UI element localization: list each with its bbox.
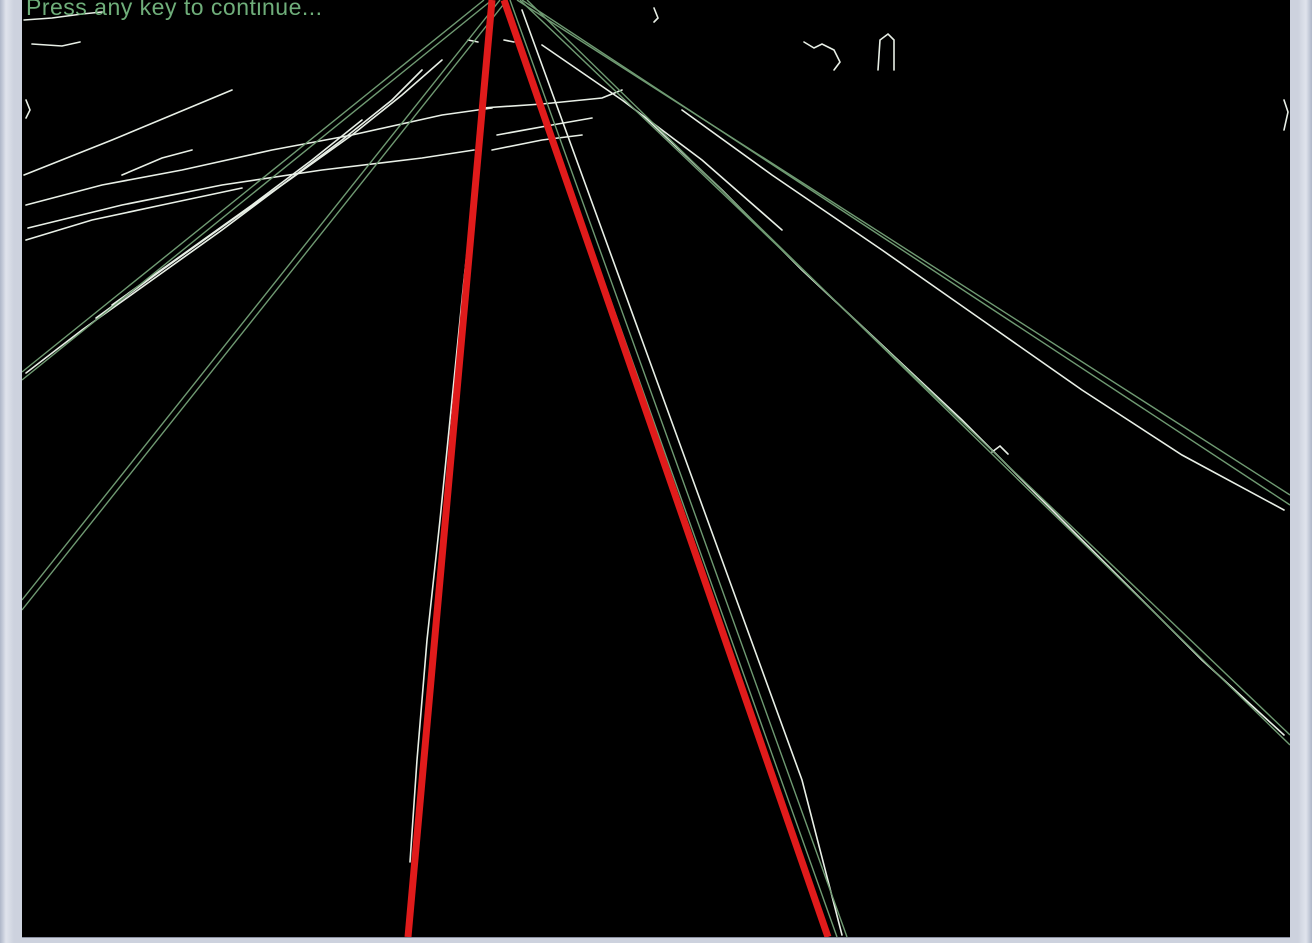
- hough-lines-minor: [22, 0, 1290, 937]
- edge-fragment: [541, 44, 783, 231]
- edge-fragment: [111, 119, 363, 306]
- edge-fragment: [121, 149, 193, 176]
- hough-line: [22, 0, 485, 373]
- left-lane-line: [404, 0, 496, 937]
- edge-fragment: [681, 109, 1285, 511]
- hough-line: [516, 0, 1290, 496]
- edge-fragment: [23, 11, 103, 21]
- edge-fragment: [503, 39, 515, 43]
- edge-fragment: [25, 107, 493, 206]
- edge-fragment: [803, 41, 841, 71]
- right-lane-line: [500, 0, 832, 937]
- edge-fragments: [23, 7, 1289, 936]
- edge-fragment: [25, 99, 31, 119]
- edge-fragment: [521, 9, 843, 936]
- hough-line: [509, 0, 848, 937]
- edge-fragment: [25, 187, 243, 241]
- hough-line: [526, 0, 1290, 746]
- edge-fragment: [27, 149, 475, 229]
- edge-fragment: [1283, 99, 1289, 131]
- hough-line: [521, 0, 1290, 506]
- edge-fragment: [991, 444, 1009, 455]
- hough-lines-major: [404, 0, 832, 937]
- edge-fragment: [877, 32, 895, 71]
- overlay-message: Press any key to continue...: [26, 0, 323, 20]
- edge-fragment: [467, 39, 479, 43]
- hough-line: [22, 0, 508, 611]
- hough-line: [519, 0, 1290, 736]
- edge-fragment: [496, 117, 593, 136]
- image-display-canvas[interactable]: Press any key to continue...: [22, 0, 1290, 938]
- edge-fragment: [653, 7, 659, 23]
- hough-line: [22, 0, 501, 601]
- edge-fragment: [31, 41, 81, 47]
- lane-detection-output: [22, 0, 1290, 937]
- edge-fragment: [23, 89, 233, 176]
- hough-line: [22, 0, 493, 381]
